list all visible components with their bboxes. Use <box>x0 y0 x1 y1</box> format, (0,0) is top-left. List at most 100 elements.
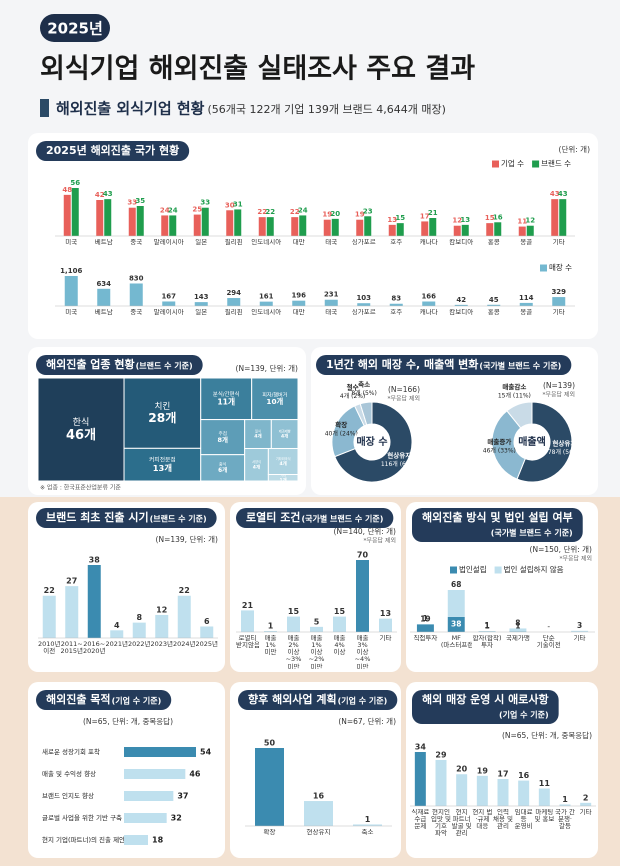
label-box: 기타 <box>580 809 592 816</box>
x-tick-label: 2010년 이전 <box>38 641 61 656</box>
card-title: 2025년 해외진출 국가 현황 <box>46 143 179 157</box>
bar <box>461 224 469 236</box>
x-tick-label: 매출 4% 이상 <box>333 635 346 657</box>
x-tick-label: 말레이시아 <box>153 309 184 316</box>
cell-value: 4개 <box>281 433 288 440</box>
label-box: 2025년 <box>196 641 219 648</box>
value-label: 22 <box>265 208 275 216</box>
value-label: 48 <box>62 186 72 194</box>
bar <box>456 774 468 806</box>
x-tick-label: 마케팅 및 홍보 <box>534 809 555 824</box>
label-box: 대만 <box>293 309 305 316</box>
bar <box>357 303 371 306</box>
label-box: 2011~ 2015년 <box>61 641 84 655</box>
value-label: 1 <box>562 795 568 804</box>
value-label: 27 <box>66 577 77 586</box>
value-label: 34 <box>415 743 427 752</box>
value-label: 231 <box>324 291 339 299</box>
x-tick-label: 인력 채용 및 관리 <box>492 809 513 831</box>
bar <box>193 214 201 236</box>
label-box: 인도네시아 <box>251 239 282 246</box>
card-title-bg <box>236 508 394 528</box>
value-label: 12 <box>156 605 167 614</box>
x-tick-label: 말레이시아 <box>153 239 184 246</box>
label-box: 현상유지 <box>307 829 331 836</box>
label-box: 일본 <box>195 239 207 246</box>
subnote: *무응답 제외 <box>363 537 396 545</box>
x-tick-label: 태국 <box>325 309 338 316</box>
bar <box>287 616 300 632</box>
bar-segment <box>509 628 527 632</box>
bar-segment <box>571 630 589 632</box>
value-label: 114 <box>519 294 534 302</box>
label-box: 몽골 <box>520 309 532 316</box>
x-tick-label: 태국 <box>325 239 338 246</box>
card-title: 브랜드 최초 진출 시기 <box>46 510 149 524</box>
value-label: 33 <box>127 199 137 207</box>
value-label: 166 <box>421 292 436 300</box>
value-label: 83 <box>391 295 401 303</box>
bar <box>155 614 169 638</box>
value-label: 38 <box>89 556 101 565</box>
x-tick-label: 캄보디아 <box>449 309 474 316</box>
cell-value: 13개 <box>153 463 172 473</box>
card-title-note: (국가별 브랜드 수 기준) <box>491 528 573 538</box>
x-tick-label: 확장 <box>263 829 276 836</box>
bar <box>169 215 177 236</box>
x-tick-label: 기타 <box>379 635 392 642</box>
label-box: 2023년 <box>150 641 174 648</box>
value-label: 103 <box>356 294 371 302</box>
value-label: 2 <box>583 793 589 802</box>
value-label: 161 <box>259 293 274 301</box>
value-label: 1 <box>423 614 428 623</box>
card-title-bg <box>36 141 190 161</box>
bar <box>124 835 148 845</box>
cell-value: 4개 <box>253 463 260 470</box>
x-tick-label: 인도네시아 <box>251 239 282 246</box>
value-label: 167 <box>161 292 176 300</box>
value-label: 22 <box>257 208 267 216</box>
slice-name: 확장 <box>335 420 347 429</box>
value-label: 38 <box>451 619 461 628</box>
label-box: 로열티 받지않음 <box>236 635 259 649</box>
label-box: 기타 <box>553 309 565 316</box>
label-box: 캐나다 <box>420 309 438 316</box>
bar <box>310 626 323 632</box>
slice-name: 철수 <box>347 383 359 392</box>
slice-label: 46개 (33%) <box>483 446 516 454</box>
subnote: *무응답 제외 <box>387 395 420 403</box>
bar <box>497 779 509 806</box>
x-tick-label: 중국 <box>130 309 143 316</box>
treemap-cell <box>123 377 202 449</box>
value-label: 21 <box>242 601 254 610</box>
label-box: 필리핀 <box>225 309 243 316</box>
x-tick-label: MF (마스터프랜차이즈) <box>440 635 472 650</box>
x-tick-label: 필리핀 <box>224 239 243 246</box>
label-box: 매출 1% 미만 <box>265 635 277 656</box>
note: (N=139, 단위: 개) <box>156 534 219 544</box>
bar-segment <box>447 590 465 617</box>
bar <box>379 618 392 632</box>
card-title-note: (브랜드 수 기준) <box>136 361 193 371</box>
label-box: 단순 기술이전 <box>537 635 561 649</box>
value-label: 32 <box>171 814 182 823</box>
card-title: 향후 해외사업 계획 <box>248 692 337 706</box>
card-title-note: (기업 수 기준) <box>338 696 388 706</box>
bar <box>304 801 333 826</box>
value-label: 46 <box>189 770 201 779</box>
bar <box>227 298 241 306</box>
x-tick-label: 2023년 <box>150 641 174 648</box>
bar <box>429 218 437 236</box>
value-label: 1,106 <box>60 267 82 275</box>
bar <box>104 199 112 236</box>
cell-name: 치킨 <box>154 401 170 412</box>
value-label: 18 <box>152 836 164 845</box>
x-tick-label: 싱가포르 <box>351 309 376 316</box>
label-box: 식재료 수급 문제 <box>411 809 429 830</box>
donut-hole <box>515 425 549 459</box>
label-box: 기타 <box>574 635 586 642</box>
label-box: 인력 채용 및 관리 <box>492 809 513 831</box>
label-box: 매출 4% 이상 <box>333 635 346 657</box>
bar <box>200 626 214 638</box>
